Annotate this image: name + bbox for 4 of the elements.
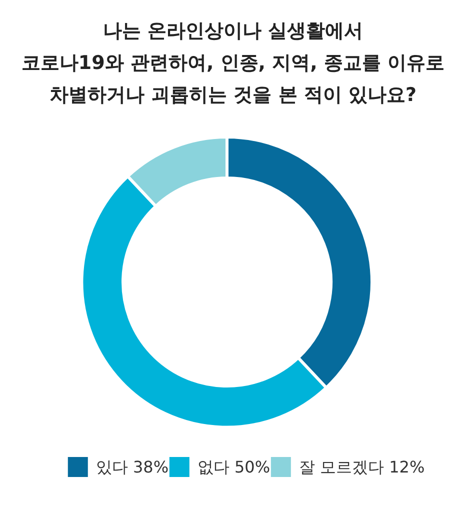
legend-label: 없다 50% xyxy=(197,458,270,476)
chart-title: 나는 온라인상이나 실생활에서 코로나19와 관련하여, 인종, 지역, 종교를 이유로 차별하거나 괴롭히는 것을 본 적이 있나요? xyxy=(21,20,445,106)
legend-label: 잘 모르겠다 12% xyxy=(298,458,425,476)
legend-label: 있다 38% xyxy=(96,458,169,476)
